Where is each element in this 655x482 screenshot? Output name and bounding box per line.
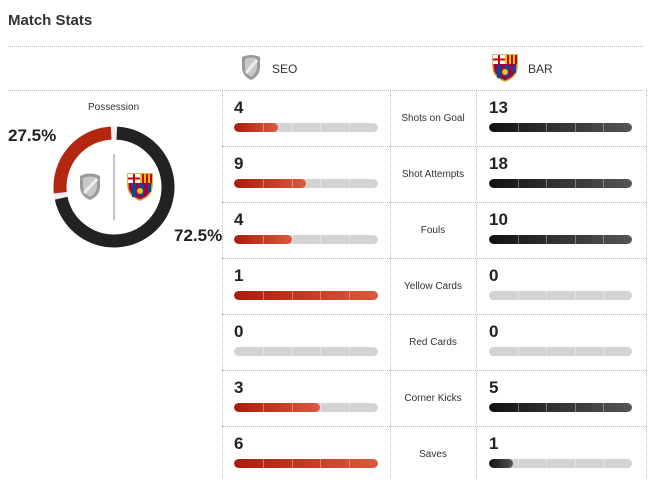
stat-label: Red Cards bbox=[409, 336, 457, 348]
row-divider bbox=[222, 146, 646, 147]
row-divider bbox=[222, 258, 646, 259]
row-divider bbox=[222, 314, 646, 315]
away-stat-bar-fill bbox=[489, 459, 513, 468]
home-possession-arc bbox=[53, 126, 112, 194]
row-divider bbox=[222, 426, 646, 427]
stat-label: Fouls bbox=[420, 224, 446, 236]
home-stat-value: 1 bbox=[234, 266, 244, 285]
home-stat-value: 0 bbox=[234, 322, 244, 341]
possession-donut-chart bbox=[53, 126, 175, 248]
away-team-abbr: BAR bbox=[528, 62, 553, 76]
away-possession-arc bbox=[54, 126, 175, 248]
away-stat-bar bbox=[489, 403, 632, 412]
away-possession-pct: 72.5% bbox=[174, 226, 223, 245]
away-stat-value: 1 bbox=[489, 434, 499, 453]
away-stat-value: 18 bbox=[489, 154, 508, 173]
stat-row: 0 Red Cards 0 bbox=[222, 314, 646, 370]
home-stat-value: 6 bbox=[234, 434, 244, 453]
home-stat-bar-fill bbox=[234, 291, 378, 300]
divider bbox=[8, 90, 643, 91]
home-stat-value: 4 bbox=[234, 210, 244, 229]
home-team-abbr: SEO bbox=[272, 62, 298, 76]
away-stat-bar-fill bbox=[489, 403, 632, 412]
home-crest-icon bbox=[238, 53, 264, 86]
row-divider bbox=[222, 202, 646, 203]
stat-row: 9 Shot Attempts 18 bbox=[222, 146, 646, 202]
column-divider bbox=[476, 90, 477, 478]
stat-label: Shot Attempts bbox=[401, 168, 465, 180]
away-stat-bar bbox=[489, 123, 632, 132]
home-stat-bar-fill bbox=[234, 235, 292, 244]
away-stat-value: 13 bbox=[489, 98, 508, 117]
home-stat-value: 3 bbox=[234, 378, 244, 397]
divider bbox=[8, 46, 643, 47]
stat-label: Yellow Cards bbox=[404, 280, 462, 292]
away-stat-bar bbox=[489, 459, 632, 468]
stat-row: 1 Yellow Cards 0 bbox=[222, 258, 646, 314]
stat-row: 6 Saves 1 bbox=[222, 426, 646, 482]
away-stat-value: 0 bbox=[489, 266, 499, 285]
home-stat-bar-fill bbox=[234, 459, 378, 468]
away-stat-value: 0 bbox=[489, 322, 499, 341]
possession-label: Possession bbox=[88, 102, 140, 113]
stat-row: 3 Corner Kicks 5 bbox=[222, 370, 646, 426]
home-team-header: SEO bbox=[238, 54, 297, 84]
column-divider bbox=[222, 90, 223, 478]
match-stats-title: Match Stats bbox=[8, 12, 93, 29]
away-stat-bar bbox=[489, 347, 632, 356]
barcelona-crest-icon bbox=[490, 52, 520, 87]
home-stat-value: 4 bbox=[234, 98, 244, 117]
stat-row: 4 Fouls 10 bbox=[222, 202, 646, 258]
home-possession-pct: 27.5% bbox=[8, 126, 57, 145]
home-crest-icon bbox=[77, 171, 103, 206]
home-stat-bar bbox=[234, 459, 378, 468]
home-stat-bar bbox=[234, 347, 378, 356]
stat-label: Saves bbox=[419, 448, 447, 460]
home-stat-bar bbox=[234, 235, 378, 244]
away-stat-bar bbox=[489, 291, 632, 300]
home-stat-bar-fill bbox=[234, 403, 321, 412]
home-stat-bar bbox=[234, 403, 378, 412]
stat-label: Corner Kicks bbox=[404, 392, 462, 404]
away-stat-value: 5 bbox=[489, 378, 499, 397]
away-team-header: BAR bbox=[490, 52, 553, 87]
away-stat-bar bbox=[489, 179, 632, 188]
barcelona-crest-icon bbox=[125, 171, 155, 206]
away-stat-bar-fill bbox=[489, 123, 632, 132]
home-stat-bar bbox=[234, 123, 378, 132]
home-stat-bar bbox=[234, 291, 378, 300]
away-stat-value: 10 bbox=[489, 210, 508, 229]
stat-label: Shots on Goal bbox=[401, 112, 465, 124]
away-stat-bar-fill bbox=[489, 235, 632, 244]
home-stat-bar-fill bbox=[234, 123, 279, 132]
stat-row: 4 Shots on Goal 13 bbox=[222, 90, 646, 146]
home-stat-value: 9 bbox=[234, 154, 244, 173]
home-stat-bar bbox=[234, 179, 378, 188]
away-stat-bar-fill bbox=[489, 179, 632, 188]
column-divider bbox=[390, 90, 391, 478]
away-stat-bar bbox=[489, 235, 632, 244]
home-stat-bar-fill bbox=[234, 179, 306, 188]
row-divider bbox=[222, 370, 646, 371]
column-divider bbox=[646, 90, 647, 478]
